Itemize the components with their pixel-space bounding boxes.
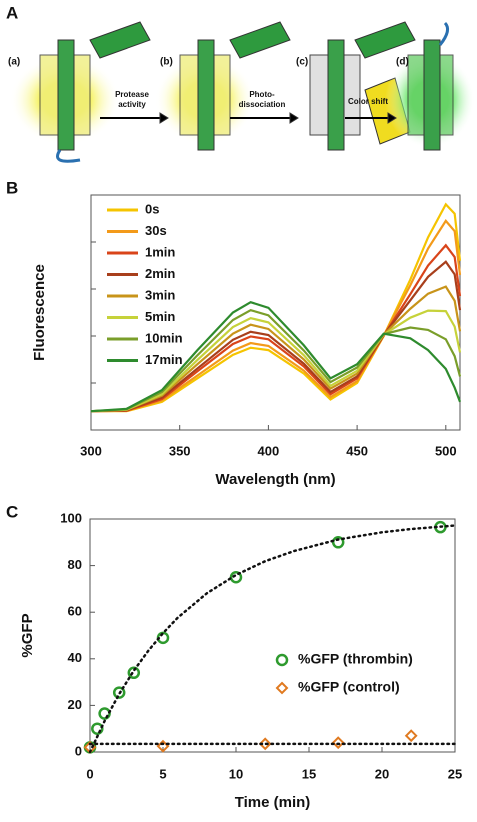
y-tick-label: 40 [68, 650, 82, 665]
spectrum-line [90, 308, 462, 413]
legend-label: 2min [145, 266, 175, 281]
arrow-label: Protease [115, 90, 149, 99]
y-axis-label: Fluorescence [31, 264, 48, 361]
x-tick-label: 300 [80, 443, 102, 458]
arrow-label: Photo- [249, 90, 275, 99]
y-axis-label: %GFP [19, 613, 36, 657]
marker [331, 736, 345, 750]
stage-label: (d) [396, 57, 409, 68]
legend-label: %GFP (control) [298, 679, 400, 695]
diagram [10, 21, 475, 163]
marker [127, 666, 141, 680]
spectrum-line [90, 243, 462, 413]
x-tick-label: 0 [86, 766, 93, 781]
stage-label: (c) [296, 57, 308, 68]
marker [229, 571, 243, 584]
marker [112, 686, 126, 699]
x-axis-label: Time (min) [235, 794, 311, 811]
legend-label: 0s [145, 201, 159, 216]
x-tick-label: 400 [258, 443, 280, 458]
x-tick-label: 15 [302, 766, 316, 781]
legend-label: 3min [145, 287, 175, 302]
stage-label: (b) [160, 57, 173, 68]
spectrum-line [90, 309, 462, 413]
arrow-label: dissociation [239, 100, 286, 109]
x-tick-label: 500 [435, 443, 457, 458]
plot-frame [90, 194, 461, 431]
marker [404, 729, 418, 743]
marker [91, 722, 104, 735]
x-tick-label: 20 [375, 766, 389, 781]
x-tick-label: 10 [229, 766, 243, 781]
fit-line [88, 524, 457, 754]
plot-frame [89, 518, 456, 753]
spectrum-line [90, 219, 462, 413]
spectrum-line [91, 202, 462, 413]
legend-label: 1min [145, 244, 175, 259]
marker [331, 536, 345, 549]
legend-label: 5min [145, 309, 175, 324]
marker [258, 737, 272, 751]
legend-label: 17min [145, 352, 183, 367]
panel-label: B [6, 178, 18, 197]
spectrum-line [90, 285, 462, 413]
x-tick-label: 25 [448, 766, 462, 781]
arrow-label: activity [118, 100, 146, 109]
x-tick-label: 350 [169, 443, 191, 458]
spectrum-line [90, 260, 462, 413]
y-tick-label: 0 [75, 743, 82, 758]
legend-label: %GFP (thrombin) [298, 651, 413, 667]
legend-swatch [275, 681, 289, 695]
x-axis-label: Wavelength (nm) [215, 471, 335, 488]
legend-swatch [275, 653, 289, 667]
y-tick-label: 80 [68, 557, 82, 572]
legend-label: 10min [145, 330, 183, 345]
spectrum-line [90, 300, 462, 413]
panel-label: C [6, 502, 18, 521]
y-tick-label: 60 [68, 604, 82, 619]
stage-label: (a) [8, 57, 20, 68]
x-tick-label: 450 [346, 443, 368, 458]
x-tick-label: 5 [159, 766, 166, 781]
y-tick-label: 100 [60, 510, 82, 525]
panel-label: A [6, 3, 18, 22]
legend-label: 30s [145, 223, 167, 238]
y-tick-label: 20 [68, 697, 82, 712]
arrow-label: Color shift [348, 97, 388, 106]
